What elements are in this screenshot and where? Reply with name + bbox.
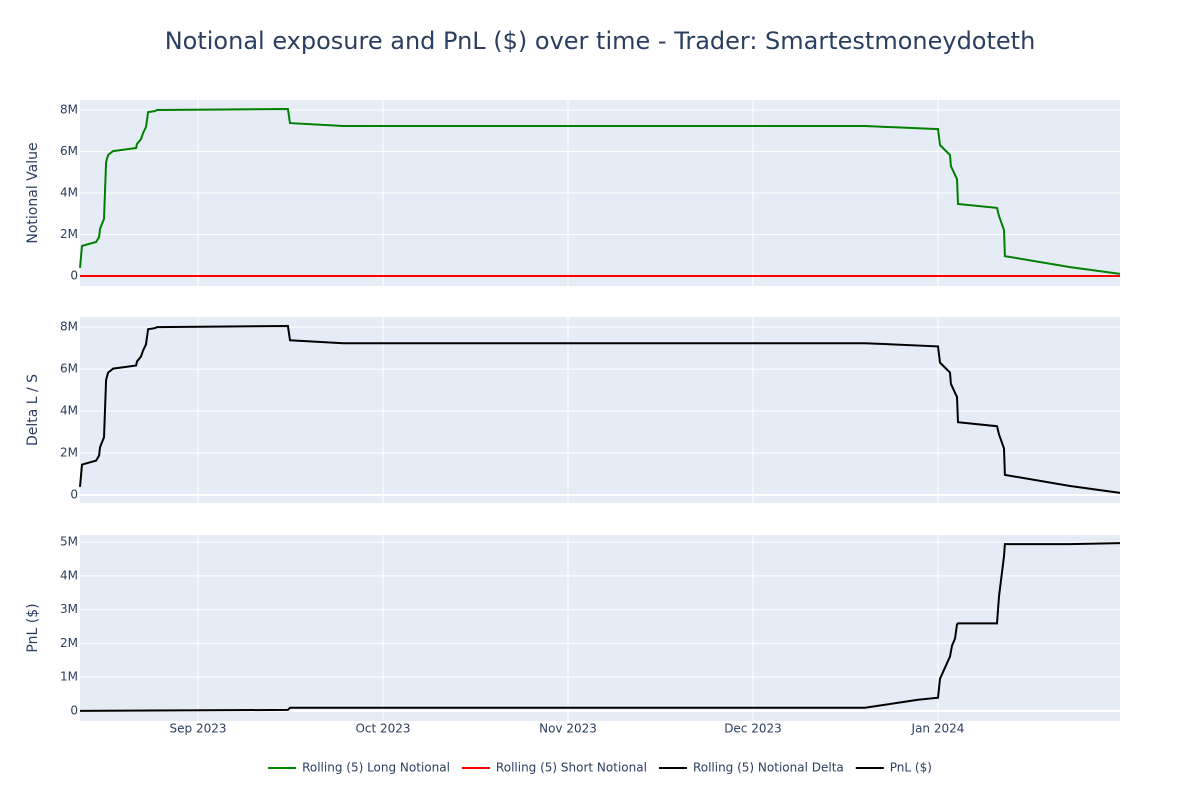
legend-label: Rolling (5) Notional Delta bbox=[693, 761, 844, 775]
x-tick-label: Dec 2023 bbox=[724, 722, 782, 736]
y-tick-label: 0 bbox=[70, 703, 78, 717]
y-axis-title: PnL ($) bbox=[25, 603, 41, 652]
y-tick-label: 0 bbox=[70, 488, 78, 502]
y-tick-label: 6M bbox=[60, 144, 78, 158]
y-tick-label: 2M bbox=[60, 446, 78, 460]
y-tick-label: 1M bbox=[60, 670, 78, 684]
x-tick-label: Jan 2024 bbox=[911, 722, 965, 736]
y-tick-label: 2M bbox=[60, 636, 78, 650]
y-axis-title: Notional Value bbox=[25, 142, 41, 243]
plot-background bbox=[80, 317, 1120, 503]
legend-label: PnL ($) bbox=[890, 761, 932, 775]
y-tick-label: 2M bbox=[60, 227, 78, 241]
y-tick-label: 6M bbox=[60, 362, 78, 376]
line-series bbox=[79, 324, 1121, 494]
line-series bbox=[79, 542, 1121, 712]
legend-label: Rolling (5) Short Notional bbox=[496, 761, 647, 775]
y-tick-label: 8M bbox=[60, 320, 78, 334]
x-tick-label: Nov 2023 bbox=[539, 722, 597, 736]
y-tick-label: 4M bbox=[60, 186, 78, 200]
y-tick-label: 0 bbox=[70, 268, 78, 282]
y-tick-label: 3M bbox=[60, 602, 78, 616]
line-series bbox=[79, 107, 1121, 275]
legend-label: Rolling (5) Long Notional bbox=[302, 761, 450, 775]
plot-background bbox=[80, 535, 1120, 721]
chart-title: Notional exposure and PnL ($) over time … bbox=[165, 27, 1036, 55]
y-tick-label: 5M bbox=[60, 535, 78, 549]
x-tick-label: Oct 2023 bbox=[355, 722, 410, 736]
y-tick-label: 4M bbox=[60, 404, 78, 418]
y-tick-label: 8M bbox=[60, 103, 78, 117]
y-tick-label: 4M bbox=[60, 568, 78, 582]
x-tick-label: Sep 2023 bbox=[170, 722, 227, 736]
y-axis-title: Delta L / S bbox=[25, 374, 41, 446]
